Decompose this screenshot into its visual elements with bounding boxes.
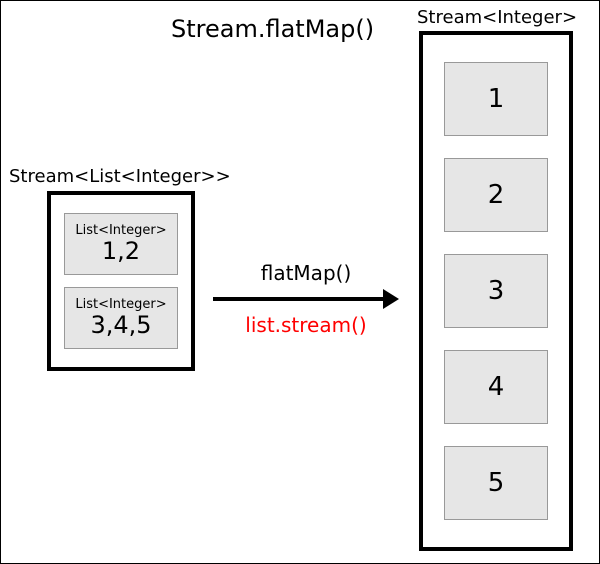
list-type-label: List<Integer> [75,298,166,312]
right-int-item: 1 [444,62,548,136]
arrow-bottom-label: list.stream() [245,313,366,337]
int-value: 1 [488,84,505,114]
arrow-icon [211,287,401,311]
diagram-canvas: Stream.flatMap() Stream<List<Integer>> L… [0,0,600,564]
arrow-top-label: flatMap() [261,261,352,285]
diagram-title: Stream.flatMap() [171,15,374,43]
right-int-item: 2 [444,158,548,232]
int-value: 4 [488,372,505,402]
right-stream-label: Stream<Integer> [417,7,577,28]
left-stream-label: Stream<List<Integer>> [9,166,231,187]
int-value: 3 [488,276,505,306]
flatmap-arrow: flatMap() list.stream() [211,261,401,337]
right-int-item: 5 [444,446,548,520]
list-values: 1,2 [102,238,140,264]
right-int-item: 3 [444,254,548,328]
right-stream-box: 1 2 3 4 5 [419,31,573,551]
int-value: 2 [488,180,505,210]
left-list-item: List<Integer>3,4,5 [64,287,178,349]
list-type-label: List<Integer> [75,224,166,238]
right-int-item: 4 [444,350,548,424]
int-value: 5 [488,468,505,498]
left-stream-box: List<Integer>1,2List<Integer>3,4,5 [47,191,195,371]
left-list-item: List<Integer>1,2 [64,213,178,275]
list-values: 3,4,5 [90,312,151,338]
